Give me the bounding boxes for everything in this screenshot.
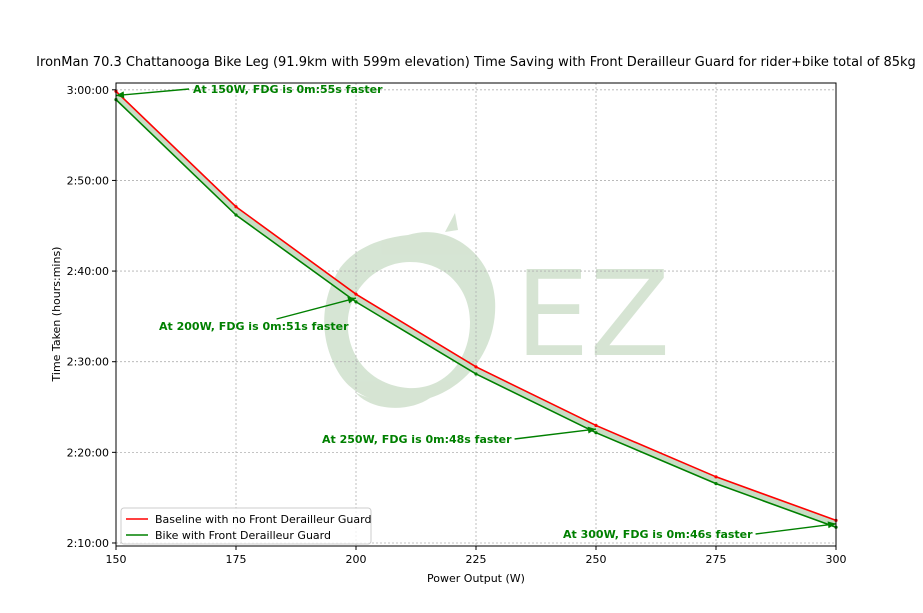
chart-title: IronMan 70.3 Chattanooga Bike Leg (91.9k… — [36, 55, 916, 70]
y-axis-ticks: 2:10:00 2:20:00 2:30:00 2:40:00 2:50:00 3:00:… — [67, 84, 116, 550]
y-axis-label: Time Taken (hours:mins) — [50, 247, 63, 383]
x-tick-label: 250 — [586, 553, 607, 566]
series-point — [714, 475, 718, 479]
x-tick-label: 300 — [826, 553, 847, 566]
annotation-arrow-line — [276, 297, 357, 320]
annotation-arrow-line — [755, 523, 837, 535]
series-point — [474, 372, 478, 376]
x-tick-label: 225 — [466, 553, 487, 566]
watermark-logo: EZ — [324, 213, 670, 408]
y-tick-label: 2:30:00 — [67, 356, 109, 369]
annotation-label: At 200W, FDG is 0m:51s faster — [159, 320, 349, 333]
annotation-arrow-head — [116, 91, 125, 99]
annotation-arrow-head — [587, 426, 596, 434]
series-point — [234, 205, 238, 209]
series-point — [594, 431, 598, 435]
annotation-arrow-line — [115, 88, 190, 97]
annotation-label: At 300W, FDG is 0m:46s faster — [563, 528, 753, 541]
watermark-text: EZ — [515, 245, 670, 383]
series-group — [114, 89, 838, 529]
annotation-label: At 250W, FDG is 0m:48s faster — [322, 433, 512, 446]
y-tick-label: 3:00:00 — [67, 84, 109, 97]
annotation-arrow-head — [347, 296, 356, 304]
x-axis-ticks: 150 175 200 225 250 275 300 — [106, 546, 847, 566]
x-tick-label: 200 — [346, 553, 367, 566]
legend: Baseline with no Front Derailleur Guard … — [120, 507, 372, 545]
series-point — [474, 365, 478, 369]
y-tick-label: 2:40:00 — [67, 265, 109, 278]
annotation-arrow-head — [827, 521, 836, 529]
annotation-arrow-line — [514, 428, 597, 440]
x-tick-label: 175 — [226, 553, 247, 566]
x-axis-label: Power Output (W) — [427, 572, 525, 585]
x-tick-label: 275 — [706, 553, 727, 566]
series-point — [714, 482, 718, 486]
y-tick-label: 2:50:00 — [67, 174, 109, 187]
annotations-group: At 150W, FDG is 0m:55s faster At 200W, FD… — [115, 83, 837, 541]
y-tick-label: 2:20:00 — [67, 446, 109, 459]
legend-label-fdg: Bike with Front Derailleur Guard — [155, 529, 331, 542]
annotation-label: At 150W, FDG is 0m:55s faster — [193, 83, 383, 96]
x-tick-label: 150 — [106, 553, 127, 566]
legend-label-baseline: Baseline with no Front Derailleur Guard — [155, 513, 371, 526]
series-point — [354, 292, 358, 296]
series-point — [354, 300, 358, 304]
series-point — [234, 213, 238, 217]
y-tick-label: 2:10:00 — [67, 537, 109, 550]
series-point — [594, 423, 598, 428]
legend-box — [120, 507, 372, 545]
